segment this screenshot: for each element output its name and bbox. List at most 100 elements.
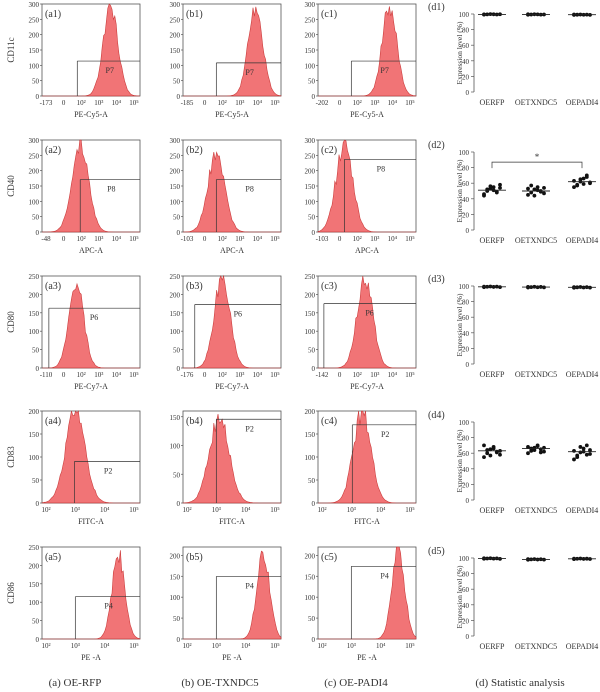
y-tick-label: 0 — [177, 365, 181, 373]
y-tick-label: 40 — [462, 330, 470, 338]
x-tick-label: 10⁴ — [241, 642, 251, 650]
data-point — [526, 451, 530, 456]
gate-label: P2 — [245, 424, 253, 433]
histogram-area — [318, 6, 417, 97]
caption-c: (c) OE-PADI4 — [324, 677, 388, 689]
x-tick-label: 10² — [41, 642, 50, 650]
y-tick-label: 150 — [29, 47, 40, 55]
data-point — [542, 185, 546, 190]
panel-tag: (c4) — [321, 416, 337, 427]
y-axis-label: Expression level (%) — [455, 159, 464, 222]
y-tick-label: 60 — [462, 450, 470, 458]
panel-tag: (a1) — [45, 9, 61, 20]
category-label: OEPADI4 — [566, 370, 599, 379]
x-axis-label: PE -A — [81, 653, 101, 662]
data-point — [575, 455, 580, 459]
x-tick-label: 10³ — [212, 642, 221, 650]
y-tick-label: 250 — [170, 152, 181, 160]
panel-tag: (b2) — [186, 145, 203, 156]
x-tick-label: 10⁵ — [270, 506, 280, 514]
x-tick-label: 10⁴ — [376, 642, 386, 650]
x-tick-label: 10² — [77, 371, 86, 379]
x-axis-label: APC-A — [220, 246, 244, 255]
x-tick-label: 10⁵ — [270, 371, 280, 379]
data-point — [482, 455, 486, 459]
y-tick-label: 50 — [308, 615, 316, 623]
x-tick-label: 10⁵ — [129, 642, 139, 650]
data-point — [526, 193, 530, 197]
y-tick-label: 300 — [170, 1, 181, 9]
y-tick-label: 100 — [29, 599, 40, 607]
data-point — [494, 190, 499, 195]
data-point — [485, 448, 490, 452]
y-tick-label: 100 — [170, 328, 181, 336]
y-tick-label: 50 — [32, 347, 40, 355]
panel-tag: (a4) — [45, 416, 61, 427]
histogram-panel: (a4) 0 50 100 150 200 CD83 10² 10³ 10⁴ 10⁵ FITC-A P2 — [6, 408, 141, 526]
gate-label: P4 — [104, 602, 112, 611]
y-tick-label: 250 — [29, 16, 40, 24]
y-tick-label: 100 — [459, 419, 470, 427]
x-tick-label: 10⁵ — [405, 506, 415, 514]
x-tick-label: 10⁵ — [405, 371, 415, 379]
x-axis-label: APC-A — [355, 246, 379, 255]
x-axis-label: PE -A — [222, 653, 242, 662]
x-tick-label: 10² — [317, 642, 326, 650]
y-tick-label: 150 — [305, 310, 316, 318]
data-point — [572, 457, 576, 462]
x-tick-label: -202 — [316, 99, 329, 107]
y-tick-label: 150 — [29, 310, 40, 318]
data-point — [529, 190, 534, 195]
x-tick-label: 10² — [182, 506, 191, 514]
y-tick-label: 300 — [305, 137, 316, 145]
y-tick-label: 100 — [29, 328, 40, 336]
x-tick-label: 10² — [218, 235, 227, 243]
y-tick-label: 50 — [173, 615, 181, 623]
y-tick-label: 250 — [305, 152, 316, 160]
y-tick-label: 80 — [462, 299, 470, 307]
marker-label: CD83 — [6, 446, 16, 468]
x-tick-label: 10³ — [347, 642, 356, 650]
x-tick-label: 10⁴ — [100, 642, 110, 650]
x-tick-label: 10⁵ — [270, 235, 280, 243]
y-tick-label: 100 — [459, 283, 470, 291]
histogram-area — [42, 3, 141, 97]
y-tick-label: 0 — [312, 636, 316, 644]
y-tick-label: 200 — [170, 291, 181, 299]
y-tick-label: 80 — [462, 571, 470, 579]
data-point — [578, 177, 583, 182]
y-tick-label: 100 — [170, 198, 181, 206]
y-tick-label: 0 — [466, 497, 470, 505]
x-axis-label: APC-A — [79, 246, 103, 255]
histogram-area — [318, 410, 416, 504]
data-point — [584, 452, 589, 457]
x-tick-label: 10⁴ — [253, 99, 263, 107]
y-tick-label: 150 — [170, 414, 181, 422]
y-tick-label: 0 — [466, 89, 470, 97]
y-tick-label: 0 — [36, 500, 40, 508]
x-tick-label: -103 — [316, 235, 329, 243]
y-tick-label: 150 — [170, 47, 181, 55]
data-point — [491, 446, 496, 451]
data-point — [482, 443, 486, 448]
x-tick-label: 10³ — [370, 235, 379, 243]
histogram-panel: (c5) 0 50 100 150 200 10² 10³ 10⁴ 10⁵ PE -A P4 — [305, 546, 417, 662]
y-tick-label: 150 — [305, 183, 316, 191]
x-axis-label: FITC-A — [354, 517, 380, 526]
y-tick-label: 200 — [305, 408, 316, 416]
data-point — [578, 445, 583, 449]
x-tick-label: 10² — [218, 371, 227, 379]
histogram-panel: (b4) 0 50 100 150 10² 10³ 10⁴ 10⁵ FITC-A P2 — [170, 410, 282, 526]
x-tick-label: 0 — [62, 371, 66, 379]
category-label: OERFP — [480, 370, 505, 379]
x-tick-label: 10³ — [347, 506, 356, 514]
x-tick-label: 10⁵ — [405, 642, 415, 650]
data-point — [572, 178, 576, 183]
statistic-analysis-column: (d1) 0 20 40 60 80 100 Expression level (%) OERF… — [428, 2, 598, 651]
y-tick-label: 50 — [32, 618, 40, 626]
category-label: OETXNDC5 — [515, 506, 557, 515]
